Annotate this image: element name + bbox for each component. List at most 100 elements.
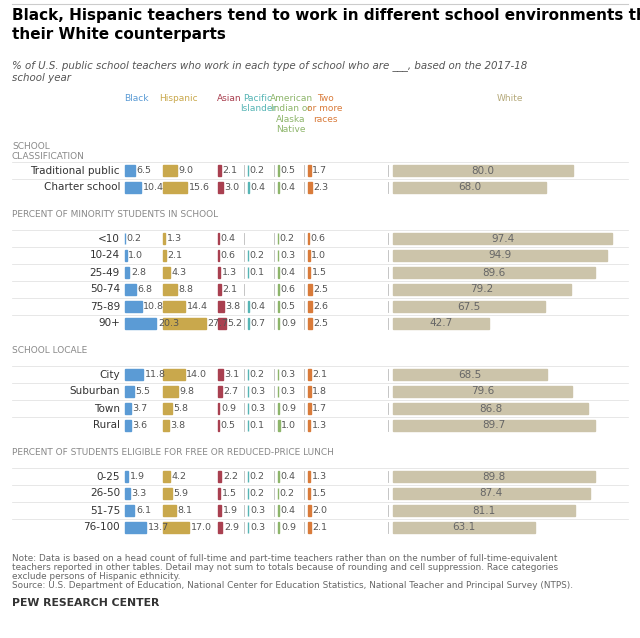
Bar	[393, 182, 546, 193]
Bar	[278, 165, 279, 176]
Text: 0.4: 0.4	[250, 302, 265, 311]
Bar	[308, 284, 312, 295]
Text: 79.6: 79.6	[471, 387, 494, 396]
Text: 3.3: 3.3	[132, 489, 147, 498]
Text: 9.8: 9.8	[180, 387, 195, 396]
Bar	[125, 420, 131, 431]
Text: SCHOOL
CLASSIFICATION: SCHOOL CLASSIFICATION	[12, 142, 85, 161]
Bar	[393, 318, 489, 329]
Text: Note: Data is based on a head count of full-time and part-time teachers rather t: Note: Data is based on a head count of f…	[12, 554, 557, 563]
Bar	[163, 505, 175, 516]
Bar	[393, 233, 612, 244]
Text: 90+: 90+	[99, 318, 120, 329]
Bar	[218, 182, 223, 193]
Text: 0.2: 0.2	[250, 370, 265, 379]
Bar	[163, 267, 170, 278]
Text: 27.7: 27.7	[207, 319, 228, 328]
Text: 67.5: 67.5	[458, 302, 481, 311]
Text: 0.3: 0.3	[280, 387, 295, 396]
Text: 1.3: 1.3	[166, 234, 182, 243]
Text: 2.3: 2.3	[313, 183, 328, 192]
Text: 1.0: 1.0	[128, 251, 143, 260]
Text: <10: <10	[98, 234, 120, 244]
Text: PERCENT OF MINORITY STUDENTS IN SCHOOL: PERCENT OF MINORITY STUDENTS IN SCHOOL	[12, 210, 218, 219]
Text: 0.6: 0.6	[310, 234, 325, 243]
Text: 1.3: 1.3	[221, 268, 237, 277]
Text: Two
or more
races: Two or more races	[307, 94, 343, 124]
Text: 0.2: 0.2	[250, 489, 265, 498]
Text: 1.5: 1.5	[312, 268, 327, 277]
Text: 15.6: 15.6	[189, 183, 210, 192]
Text: 86.8: 86.8	[479, 403, 502, 413]
Text: 0.9: 0.9	[281, 523, 296, 532]
Text: 2.9: 2.9	[224, 523, 239, 532]
Text: 0.2: 0.2	[280, 489, 295, 498]
Bar	[393, 420, 595, 431]
Text: 75-89: 75-89	[90, 302, 120, 311]
Text: 0.2: 0.2	[280, 234, 295, 243]
Text: Black: Black	[124, 94, 148, 103]
Text: 50-74: 50-74	[90, 285, 120, 295]
Text: 0.9: 0.9	[221, 404, 236, 413]
Bar	[278, 420, 280, 431]
Bar	[218, 165, 221, 176]
Bar	[278, 284, 279, 295]
Text: 10.4: 10.4	[143, 183, 164, 192]
Text: 10-24: 10-24	[90, 251, 120, 260]
Text: PERCENT OF STUDENTS ELIGIBLE FOR FREE OR REDUCED-PRICE LUNCH: PERCENT OF STUDENTS ELIGIBLE FOR FREE OR…	[12, 448, 334, 457]
Bar	[218, 505, 221, 516]
Bar	[218, 250, 219, 261]
Text: 2.5: 2.5	[314, 319, 328, 328]
Bar	[163, 488, 172, 499]
Bar	[278, 318, 280, 329]
Bar	[278, 522, 280, 533]
Text: 0.3: 0.3	[250, 506, 265, 515]
Bar	[218, 301, 224, 312]
Text: 3.8: 3.8	[225, 302, 241, 311]
Bar	[393, 301, 545, 312]
Bar	[125, 369, 143, 380]
Bar	[393, 284, 572, 295]
Text: Black, Hispanic teachers tend to work in different school environments than
thei: Black, Hispanic teachers tend to work in…	[12, 8, 640, 41]
Bar	[308, 386, 311, 397]
Bar	[218, 488, 220, 499]
Bar	[125, 267, 129, 278]
Text: 3.1: 3.1	[224, 370, 239, 379]
Bar	[278, 403, 280, 414]
Text: 89.7: 89.7	[483, 420, 506, 431]
Text: 0.6: 0.6	[220, 251, 236, 260]
Text: 3.7: 3.7	[132, 404, 147, 413]
Text: Traditional public: Traditional public	[31, 165, 120, 175]
Text: 68.5: 68.5	[458, 369, 482, 380]
Text: 8.8: 8.8	[178, 285, 193, 294]
Text: 3.8: 3.8	[170, 421, 186, 430]
Text: 42.7: 42.7	[429, 318, 452, 329]
Text: 0.3: 0.3	[280, 370, 295, 379]
Text: 81.1: 81.1	[472, 505, 496, 516]
Text: 89.6: 89.6	[482, 267, 506, 278]
Text: 6.8: 6.8	[137, 285, 152, 294]
Bar	[163, 386, 178, 397]
Text: 20.3: 20.3	[158, 319, 179, 328]
Text: 2.1: 2.1	[313, 523, 328, 532]
Bar	[308, 165, 310, 176]
Text: 5.2: 5.2	[228, 319, 243, 328]
Text: 8.1: 8.1	[177, 506, 192, 515]
Text: 2.6: 2.6	[314, 302, 328, 311]
Text: 1.9: 1.9	[129, 472, 145, 481]
Bar	[248, 318, 249, 329]
Text: 2.1: 2.1	[168, 251, 183, 260]
Text: 0.4: 0.4	[280, 268, 295, 277]
Bar	[163, 233, 165, 244]
Text: 0.2: 0.2	[250, 251, 265, 260]
Text: 2.1: 2.1	[313, 370, 328, 379]
Bar	[218, 318, 226, 329]
Bar	[308, 267, 310, 278]
Text: White: White	[497, 94, 524, 103]
Bar	[218, 522, 223, 533]
Text: teachers reported in other tables. Detail may not sum to totals because of round: teachers reported in other tables. Detai…	[12, 563, 558, 572]
Text: 2.1: 2.1	[223, 166, 237, 175]
Text: American
Indian or
Alaska
Native: American Indian or Alaska Native	[269, 94, 312, 134]
Bar	[125, 403, 131, 414]
Text: 1.5: 1.5	[222, 489, 237, 498]
